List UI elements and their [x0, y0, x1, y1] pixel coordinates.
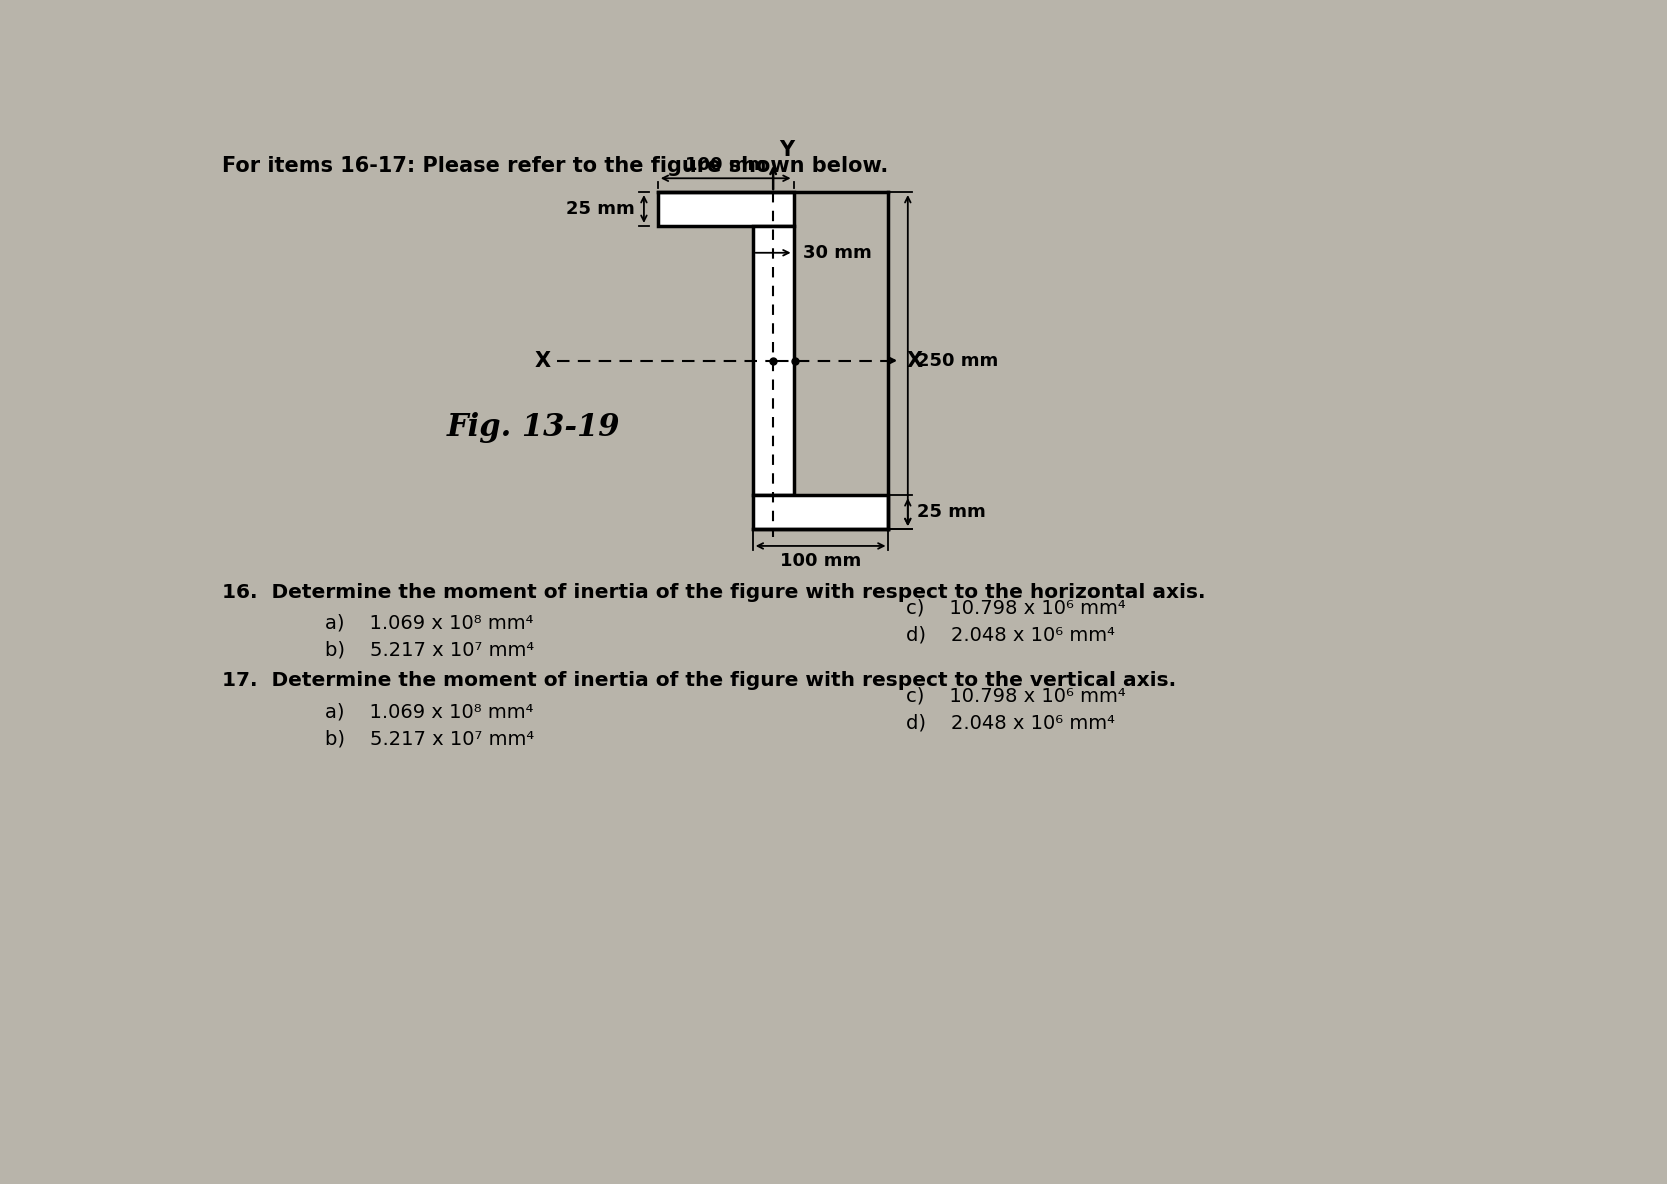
Text: b)    5.217 x 10⁷ mm⁴: b) 5.217 x 10⁷ mm⁴	[325, 641, 533, 659]
Text: For items 16-17: Please refer to the figure shown below.: For items 16-17: Please refer to the fig…	[222, 156, 889, 176]
Text: 30 mm: 30 mm	[803, 244, 872, 262]
Text: 17.  Determine the moment of inertia of the figure with respect to the vertical : 17. Determine the moment of inertia of t…	[222, 671, 1177, 690]
Text: 100 mm: 100 mm	[685, 156, 767, 174]
Text: X: X	[907, 350, 922, 371]
Text: 100 mm: 100 mm	[780, 552, 862, 571]
Bar	[753, 226, 793, 495]
Text: Fig. 13-19: Fig. 13-19	[447, 412, 620, 444]
Text: 16.  Determine the moment of inertia of the figure with respect to the horizonta: 16. Determine the moment of inertia of t…	[222, 583, 1205, 601]
Text: 25 mm: 25 mm	[565, 200, 635, 218]
Bar	[753, 495, 889, 529]
Text: Y: Y	[780, 140, 795, 160]
Text: a)    1.069 x 10⁸ mm⁴: a) 1.069 x 10⁸ mm⁴	[325, 613, 533, 632]
Text: c)    10.798 x 10⁶ mm⁴: c) 10.798 x 10⁶ mm⁴	[905, 598, 1125, 617]
Text: a)    1.069 x 10⁸ mm⁴: a) 1.069 x 10⁸ mm⁴	[325, 702, 533, 721]
Text: c)    10.798 x 10⁶ mm⁴: c) 10.798 x 10⁶ mm⁴	[905, 687, 1125, 706]
Text: X: X	[535, 350, 550, 371]
Text: d)    2.048 x 10⁶ mm⁴: d) 2.048 x 10⁶ mm⁴	[905, 714, 1115, 733]
Text: 250 mm: 250 mm	[917, 352, 999, 369]
Text: 25 mm: 25 mm	[917, 503, 985, 521]
Bar	[658, 192, 793, 226]
Text: b)    5.217 x 10⁷ mm⁴: b) 5.217 x 10⁷ mm⁴	[325, 729, 533, 748]
Text: d)    2.048 x 10⁶ mm⁴: d) 2.048 x 10⁶ mm⁴	[905, 625, 1115, 644]
